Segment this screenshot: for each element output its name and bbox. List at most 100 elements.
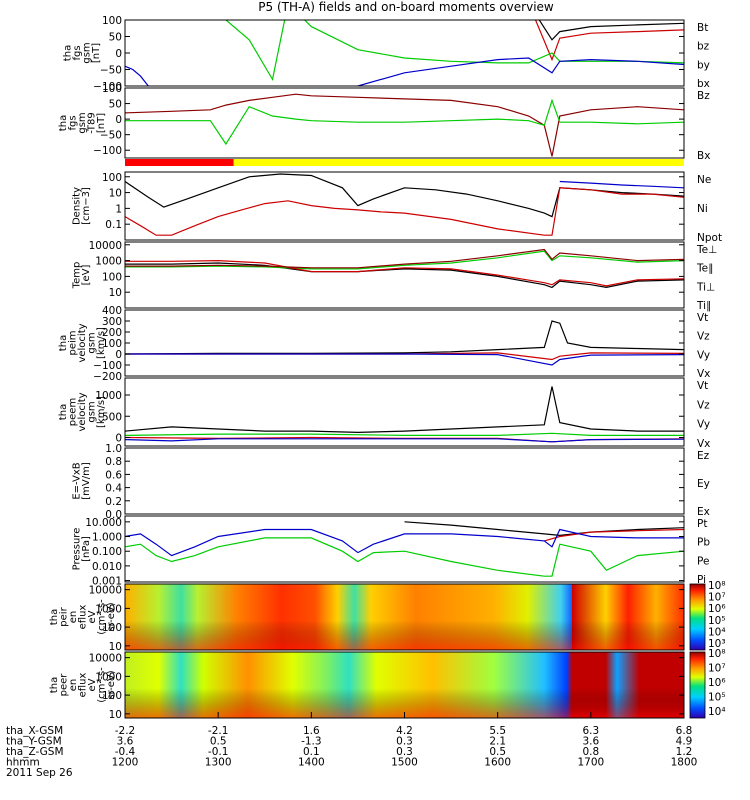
fgs-series-group: [125, 20, 684, 86]
temperature-ylabel: Temp[eV]: [72, 262, 93, 290]
peem-velocity-ytick-label: 500: [102, 411, 122, 423]
axis-row-value: 3.6: [117, 736, 134, 748]
peir-spectrogram-ytick-label: 1000: [95, 603, 122, 615]
axis-row-label: tha_Y-GSM: [6, 736, 62, 748]
density-legend-0: Ne: [697, 174, 711, 186]
peer-spectrogram-colorbar-tick: 10⁶: [708, 677, 726, 689]
density-ylabel-line: Density: [72, 187, 83, 225]
density-ytick-label: 10: [109, 188, 122, 200]
peer-spectrogram-ylabel: thapeerenefluxeV(cm²-s-sr-eV): [49, 667, 117, 703]
peim-velocity-ytick-label: 0: [115, 349, 122, 361]
fgs-t89-ylabel-line: -T89: [87, 112, 98, 134]
peir-spectrogram-ylabel-line: en: [68, 611, 79, 624]
peer-spectrogram-ytick-label: 10: [109, 709, 122, 721]
peir-spectrogram-colorbar: [689, 583, 706, 651]
temperature-ylabel-line: [eV]: [81, 265, 92, 286]
pressure-series-Pt: [404, 521, 684, 537]
efield-ylabel-line: E=-VxB: [72, 462, 83, 499]
peir-spectrogram-colorbar-tick: 10⁸: [708, 580, 726, 592]
peer-spectrogram-ylabel-line: tha: [49, 677, 60, 693]
temperature-series-Te∥: [125, 262, 684, 289]
density-ylabel-line: [cm−3]: [81, 187, 92, 225]
pressure-ytick-label: 0.010: [92, 561, 122, 573]
peim-velocity-frame: [124, 309, 685, 377]
fgs-t89-ylabel-line: tha: [58, 115, 69, 131]
fgs-t89-ytick-label: 50: [109, 99, 122, 111]
pressure-ylabel-line: [nPa]: [81, 536, 92, 562]
temperature-series-Ti∥: [125, 250, 684, 270]
peim-velocity-ytick-label: 100: [102, 338, 122, 350]
fgs-ytick-label: 0: [115, 48, 122, 60]
peer-spectrogram-ylabel-line: peer: [59, 673, 70, 697]
peim-velocity-series-group: [125, 320, 684, 366]
pressure-legend-2: Pe: [697, 555, 709, 567]
axis-row-label: tha_Z-GSM: [6, 746, 64, 758]
peem-velocity-ylabel-line: [km/s]: [96, 396, 107, 428]
pressure-series-group: [125, 521, 684, 577]
efield-ytick-label: 0.8: [105, 456, 122, 468]
peir-spectrogram-ytick-label: 10000: [89, 585, 122, 597]
peim-velocity-ylabel-line: gsm: [87, 332, 98, 353]
peim-velocity-ytick-label: −100: [93, 360, 122, 372]
peer-spectrogram-colorbar-tick: 10⁸: [708, 648, 726, 660]
fgs-ylabel-line: gsm: [82, 42, 93, 63]
fgs-t89-legend-0: Bz: [697, 90, 710, 102]
fgs-series-bz: [534, 20, 684, 62]
axis-row-value: 0.5: [210, 736, 227, 748]
fgs-t89-ytick-label: 0: [115, 114, 122, 126]
axis-row-value: 1700: [577, 757, 604, 769]
pressure-series-Pe: [125, 537, 684, 577]
peem-velocity-legend-1: Vz: [697, 399, 710, 411]
axis-row-value: 0.1: [303, 746, 320, 758]
peem-velocity-legend-0: Vt: [697, 380, 708, 392]
axis-row-value: 4.2: [396, 725, 413, 737]
density-legend-1: Ni: [697, 203, 708, 215]
peir-spectrogram-frame: [124, 583, 685, 651]
axis-row-value: 1.6: [303, 725, 320, 737]
peir-spectrogram-colorbar-tick: 10³: [708, 638, 726, 650]
axis-row-value: 4.9: [676, 736, 693, 748]
peim-velocity-ylabel-line: peim: [68, 330, 79, 355]
temperature-ytick-label: 1000: [95, 256, 122, 268]
fgs-frame: [124, 19, 685, 87]
mode-bar-yellow: [233, 159, 684, 166]
date-label: 2011 Sep 26: [6, 767, 73, 779]
temperature-legend-3: Ti∥: [696, 300, 711, 312]
pressure-ylabel-line: Pressure: [72, 528, 83, 571]
peir-spectrogram-colorbar-tick: 10⁶: [708, 603, 726, 615]
density-series-Ne: [125, 187, 684, 236]
efield-ytick-label: 0.6: [105, 469, 122, 481]
pressure-series-Pi: [125, 528, 684, 557]
temperature-ytick-label: 10: [109, 287, 122, 299]
axis-layer: 100500−50−100thafgsgsm[nT]Btbzbybx100500…: [6, 15, 722, 779]
axis-row-value: 1.2: [676, 746, 693, 758]
peim-velocity-ylabel: thapeimvelocitygsm[km/s]: [58, 323, 107, 362]
peem-velocity-ytick-label: 1000: [95, 390, 122, 402]
peem-velocity-ytick-label: 0: [115, 433, 122, 445]
pressure-frame: [124, 515, 685, 583]
peem-velocity-ylabel-line: tha: [58, 404, 69, 420]
efield-legend-0: Ez: [697, 450, 710, 462]
efield-ytick-label: 1.0: [105, 443, 122, 455]
pressure-ytick-label: 10.000: [85, 517, 122, 529]
peim-velocity-ytick-label: 300: [102, 316, 122, 328]
peir-spectrogram-ytick-label: 10: [109, 641, 122, 653]
efield-frame: [124, 447, 685, 515]
density-series-Ni: [125, 173, 684, 218]
peem-velocity-frame: [124, 377, 685, 447]
efield-ytick-label: 0.4: [105, 483, 122, 495]
pressure-ylabel: Pressure[nPa]: [72, 528, 93, 571]
axis-row-value: 0.5: [489, 746, 506, 758]
axis-row-value: 0.3: [396, 736, 413, 748]
peer-spectrogram-ytick-label: 100: [102, 690, 122, 702]
density-ytick-label: 0.1: [105, 219, 122, 231]
peir-spectrogram-low-energy-band: [125, 620, 684, 650]
peim-velocity-ylabel-line: [km/s]: [96, 327, 107, 359]
peem-velocity-series-Vt: [125, 386, 684, 434]
peim-velocity-legend-3: Vx: [697, 368, 710, 380]
peer-spectrogram-colorbar-tick: 10⁷: [708, 663, 726, 675]
axis-row-value: 5.5: [489, 725, 506, 737]
axis-row-value: -0.1: [208, 746, 229, 758]
